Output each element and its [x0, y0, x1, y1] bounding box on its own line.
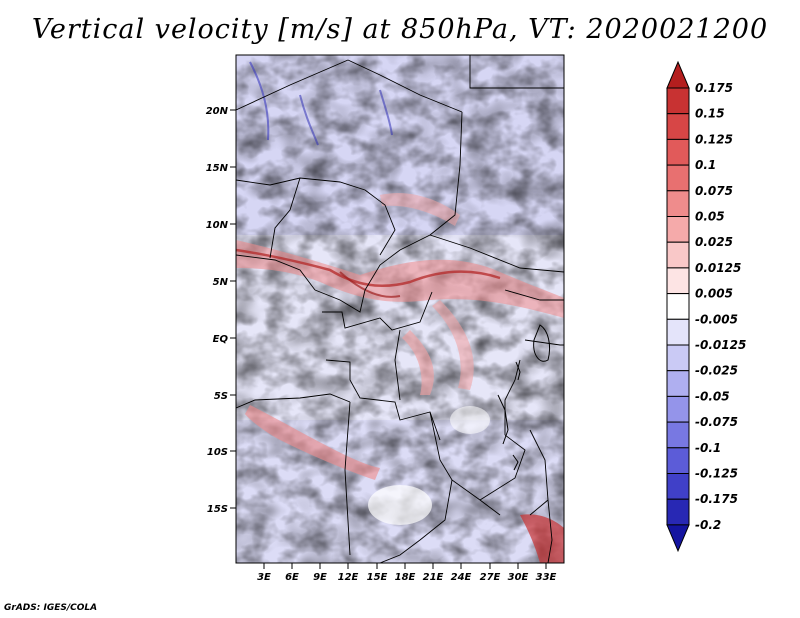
colorbar-swatch — [666, 267, 690, 295]
colorbar-label: 0.125 — [695, 132, 733, 146]
lon-tick-label: 21E — [423, 572, 444, 583]
colorbar-swatch — [666, 370, 690, 397]
colorbar-label: -0.0125 — [695, 338, 746, 352]
lat-tick-label: 5N — [213, 277, 229, 288]
lon-tick-label: 24E — [451, 572, 472, 583]
colorbar-label: -0.2 — [695, 518, 721, 532]
colorbar-swatch — [666, 164, 690, 192]
lon-tick-label: 3E — [257, 572, 271, 583]
colorbar-label: -0.025 — [695, 364, 738, 378]
lat-tick-label: 10S — [207, 447, 228, 458]
lat-tick-label: 15S — [207, 504, 228, 515]
lon-tick-label: 30E — [508, 572, 529, 583]
colorbar-swatch — [666, 421, 690, 449]
lon-tick-label: 12E — [338, 572, 359, 583]
lat-tick-label: 15N — [206, 163, 229, 174]
colorbar-swatch — [666, 138, 690, 166]
colorbar-swatch — [666, 190, 690, 218]
lon-tick-label: 27E — [480, 572, 501, 583]
colorbar: 0.175 0.15 0.125 0.1 0.075 0.05 0.025 0.0125 0.0… — [666, 60, 746, 553]
colorbar-label: -0.125 — [695, 467, 738, 481]
map-title: Vertical velocity [m/s] at 850hPa, VT: 2… — [31, 14, 769, 45]
colorbar-swatch — [666, 318, 690, 346]
colorbar-label: 0.025 — [695, 235, 733, 249]
colorbar-label: -0.005 — [695, 312, 738, 326]
lat-tick-label: 10N — [206, 220, 229, 231]
colorbar-min-arrow — [666, 524, 690, 553]
colorbar-label: 0.005 — [695, 287, 733, 301]
colorbar-swatch — [666, 498, 690, 526]
grads-credit: GrADS: IGES/COLA — [4, 603, 98, 613]
colorbar-label: 0.05 — [695, 210, 725, 224]
lat-tick-label: 5S — [214, 391, 228, 402]
lon-tick-label: 15E — [367, 572, 388, 583]
colorbar-swatch — [666, 87, 690, 115]
lakes — [497, 324, 551, 471]
lon-tick-label: 6E — [285, 572, 299, 583]
colorbar-label: -0.175 — [695, 492, 738, 506]
colorbar-swatch — [666, 241, 690, 269]
colorbar-label: 0.175 — [695, 81, 733, 95]
colorbar-swatch — [666, 344, 690, 372]
colorbar-max-arrow — [666, 60, 690, 89]
colorbar-label: 0.0125 — [695, 261, 741, 275]
colorbar-swatch — [666, 113, 690, 140]
colorbar-label: -0.075 — [695, 415, 738, 429]
colorbar-swatch — [666, 293, 690, 320]
colorbar-label: -0.05 — [695, 389, 730, 403]
map-frame — [235, 54, 565, 564]
colorbar-swatch — [666, 216, 690, 243]
lon-tick-label: 9E — [313, 572, 327, 583]
lat-tick-label: 20N — [206, 106, 229, 117]
colorbar-swatch — [666, 473, 690, 500]
lon-tick-label: 18E — [395, 572, 416, 583]
latitude-axis: 20N 15N 10N 5N EQ 5S 10S 15S — [206, 106, 236, 515]
colorbar-label: -0.1 — [695, 441, 721, 455]
velocity-field — [236, 55, 564, 563]
country-borders — [236, 55, 564, 563]
colorbar-swatch — [666, 395, 690, 423]
lon-tick-label: 33E — [536, 572, 557, 583]
longitude-axis: 3E 6E 9E 12E 15E 18E 21E 24E 27E 30E 33E — [257, 563, 557, 583]
colorbar-label: 0.15 — [695, 107, 725, 121]
colorbar-label: 0.1 — [695, 158, 716, 172]
colorbar-swatch — [666, 447, 690, 474]
colorbar-label: 0.075 — [695, 184, 733, 198]
lat-tick-label: EQ — [213, 334, 229, 345]
